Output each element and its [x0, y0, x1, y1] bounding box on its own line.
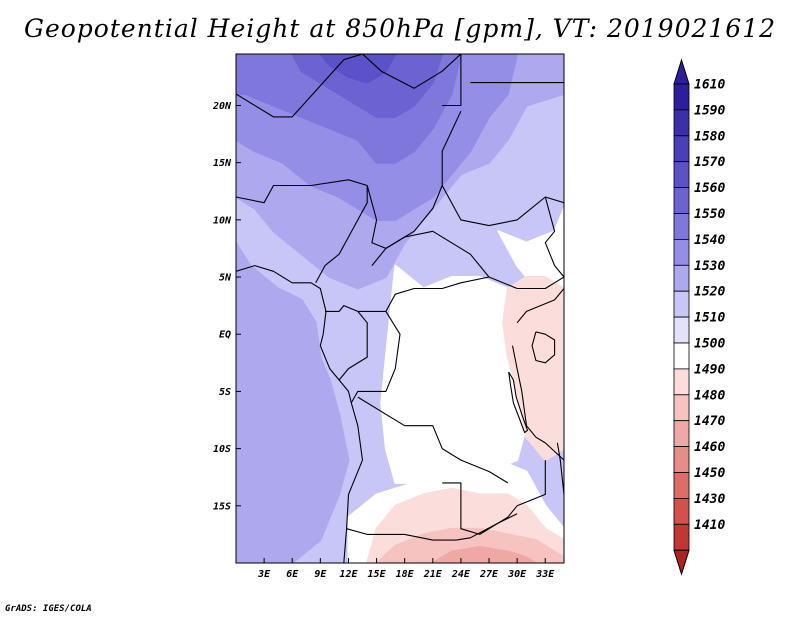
- colorbar-swatch: [673, 342, 690, 370]
- colorbar-swatch: [673, 420, 690, 448]
- border-libya-niger-chad: [362, 54, 462, 89]
- colorbar-label: 1500: [694, 337, 725, 352]
- colorbar-label: 1470: [694, 414, 725, 429]
- plot-frame: [235, 53, 565, 564]
- colorbar-label: 1490: [694, 362, 725, 377]
- border-ethiopia: [544, 196, 564, 278]
- border-nigeria-cam: [315, 185, 368, 284]
- colorbar-swatch: [673, 161, 690, 188]
- colorbar-swatch: [673, 394, 690, 422]
- lon-tick-label: 18E: [396, 569, 415, 580]
- colorbar-swatch: [673, 213, 690, 240]
- field-region-east-white: [497, 207, 564, 290]
- lat-tick-label: 15N: [213, 158, 232, 169]
- border-uganda: [516, 288, 564, 324]
- colorbar-swatch: [673, 523, 690, 551]
- map-title: Geopotential Height at 850hPa [gpm], VT:…: [23, 14, 777, 43]
- colorbar-label: 1430: [694, 492, 725, 507]
- lon-tick-label: 33E: [535, 569, 555, 580]
- border-tanzania: [511, 345, 564, 461]
- lat-tick-label: 5N: [219, 273, 232, 284]
- colorbar-label: 1590: [694, 103, 725, 118]
- borders-layer: [236, 54, 564, 563]
- colorbar-swatch: [673, 497, 690, 525]
- border-angola-namibia: [346, 528, 457, 541]
- colorbar-label: 1540: [694, 233, 725, 248]
- field-region-congo-white: [380, 264, 528, 484]
- colorbar-swatch: [673, 135, 690, 163]
- axis-ticks: 20N 15N 10N 5N EQ 5S 10S 15S 3E 6E 9E 12E 15E 18E 21E 2…: [212, 101, 555, 580]
- border-gabon: [325, 305, 368, 381]
- lat-tick-label: 10S: [213, 444, 231, 455]
- border-coast-west: [236, 265, 364, 563]
- colorbar-swatch: [673, 83, 690, 111]
- border-chad-cam: [366, 110, 462, 249]
- colorbar-swatch: [673, 290, 690, 318]
- colorbar-label: 1450: [694, 466, 725, 481]
- border-egypt-sudan: [442, 54, 462, 107]
- colorbar-label: 1560: [694, 181, 725, 196]
- lon-tick-label: 15E: [368, 569, 387, 580]
- colorbar-bottom-arrow: [673, 549, 690, 576]
- colorbar-label: 1520: [694, 285, 725, 300]
- field-layer: [236, 54, 564, 563]
- colorbar-label: 1550: [694, 207, 725, 222]
- lat-tick-label: 15S: [213, 501, 231, 512]
- lon-tick-label: 6E: [286, 569, 299, 580]
- colorbar-swatch: [673, 238, 690, 266]
- border-lake-tanganyika: [508, 371, 529, 434]
- lat-tick-label: EQ: [219, 330, 231, 341]
- lon-tick-label: 21E: [423, 569, 443, 580]
- lat-tick-label: 10N: [213, 215, 232, 226]
- colorbar-swatch: [673, 446, 690, 473]
- colorbar-label: 1530: [694, 259, 725, 274]
- lon-tick-label: 9E: [314, 569, 327, 580]
- lon-tick-label: 24E: [451, 569, 471, 580]
- field-region-north-deep3: [291, 54, 444, 118]
- colorbar-label: 1510: [694, 311, 725, 326]
- field-region-north-deep4: [319, 54, 397, 84]
- border-car: [371, 230, 490, 312]
- colorbar-swatch: [673, 472, 690, 499]
- border-drc-angola: [357, 396, 509, 484]
- colorbar-swatch: [673, 264, 690, 292]
- border-sudan-ss: [441, 185, 564, 227]
- colorbar-label: 1610: [694, 78, 725, 93]
- field-region-west-atlantic: [236, 241, 350, 563]
- colorbar-label: 1460: [694, 440, 725, 455]
- colorbar-top-arrow: [673, 58, 690, 85]
- border-niger-south: [236, 179, 368, 204]
- lon-tick-label: 12E: [339, 569, 358, 580]
- border-ss-east: [488, 276, 564, 290]
- colorbar-swatch: [673, 316, 690, 344]
- border-zambezi-south: [456, 513, 518, 541]
- lon-tick-label: 30E: [507, 569, 527, 580]
- colorbar-label: 1410: [694, 518, 725, 533]
- border-lake-malawi: [556, 442, 564, 495]
- border-mali-algeria: [236, 54, 363, 118]
- border-lake-victoria: [531, 331, 556, 364]
- colorbar: 1610 1590 1580 1570 1560 1550 1540 1530 1520 1510…: [673, 58, 725, 576]
- lon-tick-label: 3E: [257, 569, 271, 580]
- colorbar-swatch: [673, 187, 690, 214]
- lat-tick-label: 20N: [212, 101, 232, 112]
- colorbar-label: 1580: [694, 129, 725, 144]
- grads-credit: GrADS: IGES/COLA: [5, 604, 92, 614]
- colorbar-label: 1480: [694, 388, 725, 403]
- border-congo-drc: [350, 310, 401, 404]
- colorbar-swatch: [673, 368, 690, 396]
- lon-tick-label: 27E: [479, 569, 499, 580]
- lat-tick-label: 5S: [219, 387, 231, 398]
- field-region-south-pink3: [431, 546, 537, 563]
- colorbar-label: 1570: [694, 155, 725, 170]
- colorbar-swatch: [673, 109, 690, 137]
